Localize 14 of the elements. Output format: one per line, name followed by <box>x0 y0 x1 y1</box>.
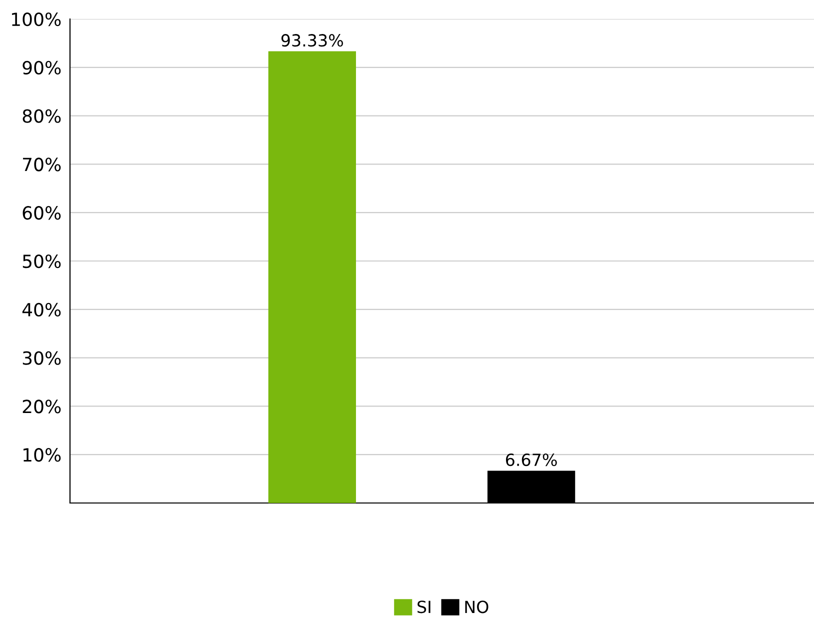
legend-label: SI <box>418 600 430 614</box>
y-tick-label: 60% <box>22 206 61 220</box>
y-tick-label: 10% <box>24 448 61 462</box>
y-tick-label: 90% <box>22 60 61 75</box>
y-tick-label: 30% <box>22 351 61 365</box>
text: 6.67% <box>506 453 557 466</box>
y-tick-label: 80% <box>22 109 61 123</box>
y-tick-label: 70% <box>23 158 61 172</box>
text: 93.33% <box>281 34 344 47</box>
legend-label: NO <box>465 600 488 614</box>
y-tick-label: 40% <box>22 302 61 317</box>
y-tick-label: 50% <box>22 254 61 268</box>
y-tick-label: 20% <box>22 400 61 414</box>
y-tick-label: 100% <box>12 12 61 26</box>
